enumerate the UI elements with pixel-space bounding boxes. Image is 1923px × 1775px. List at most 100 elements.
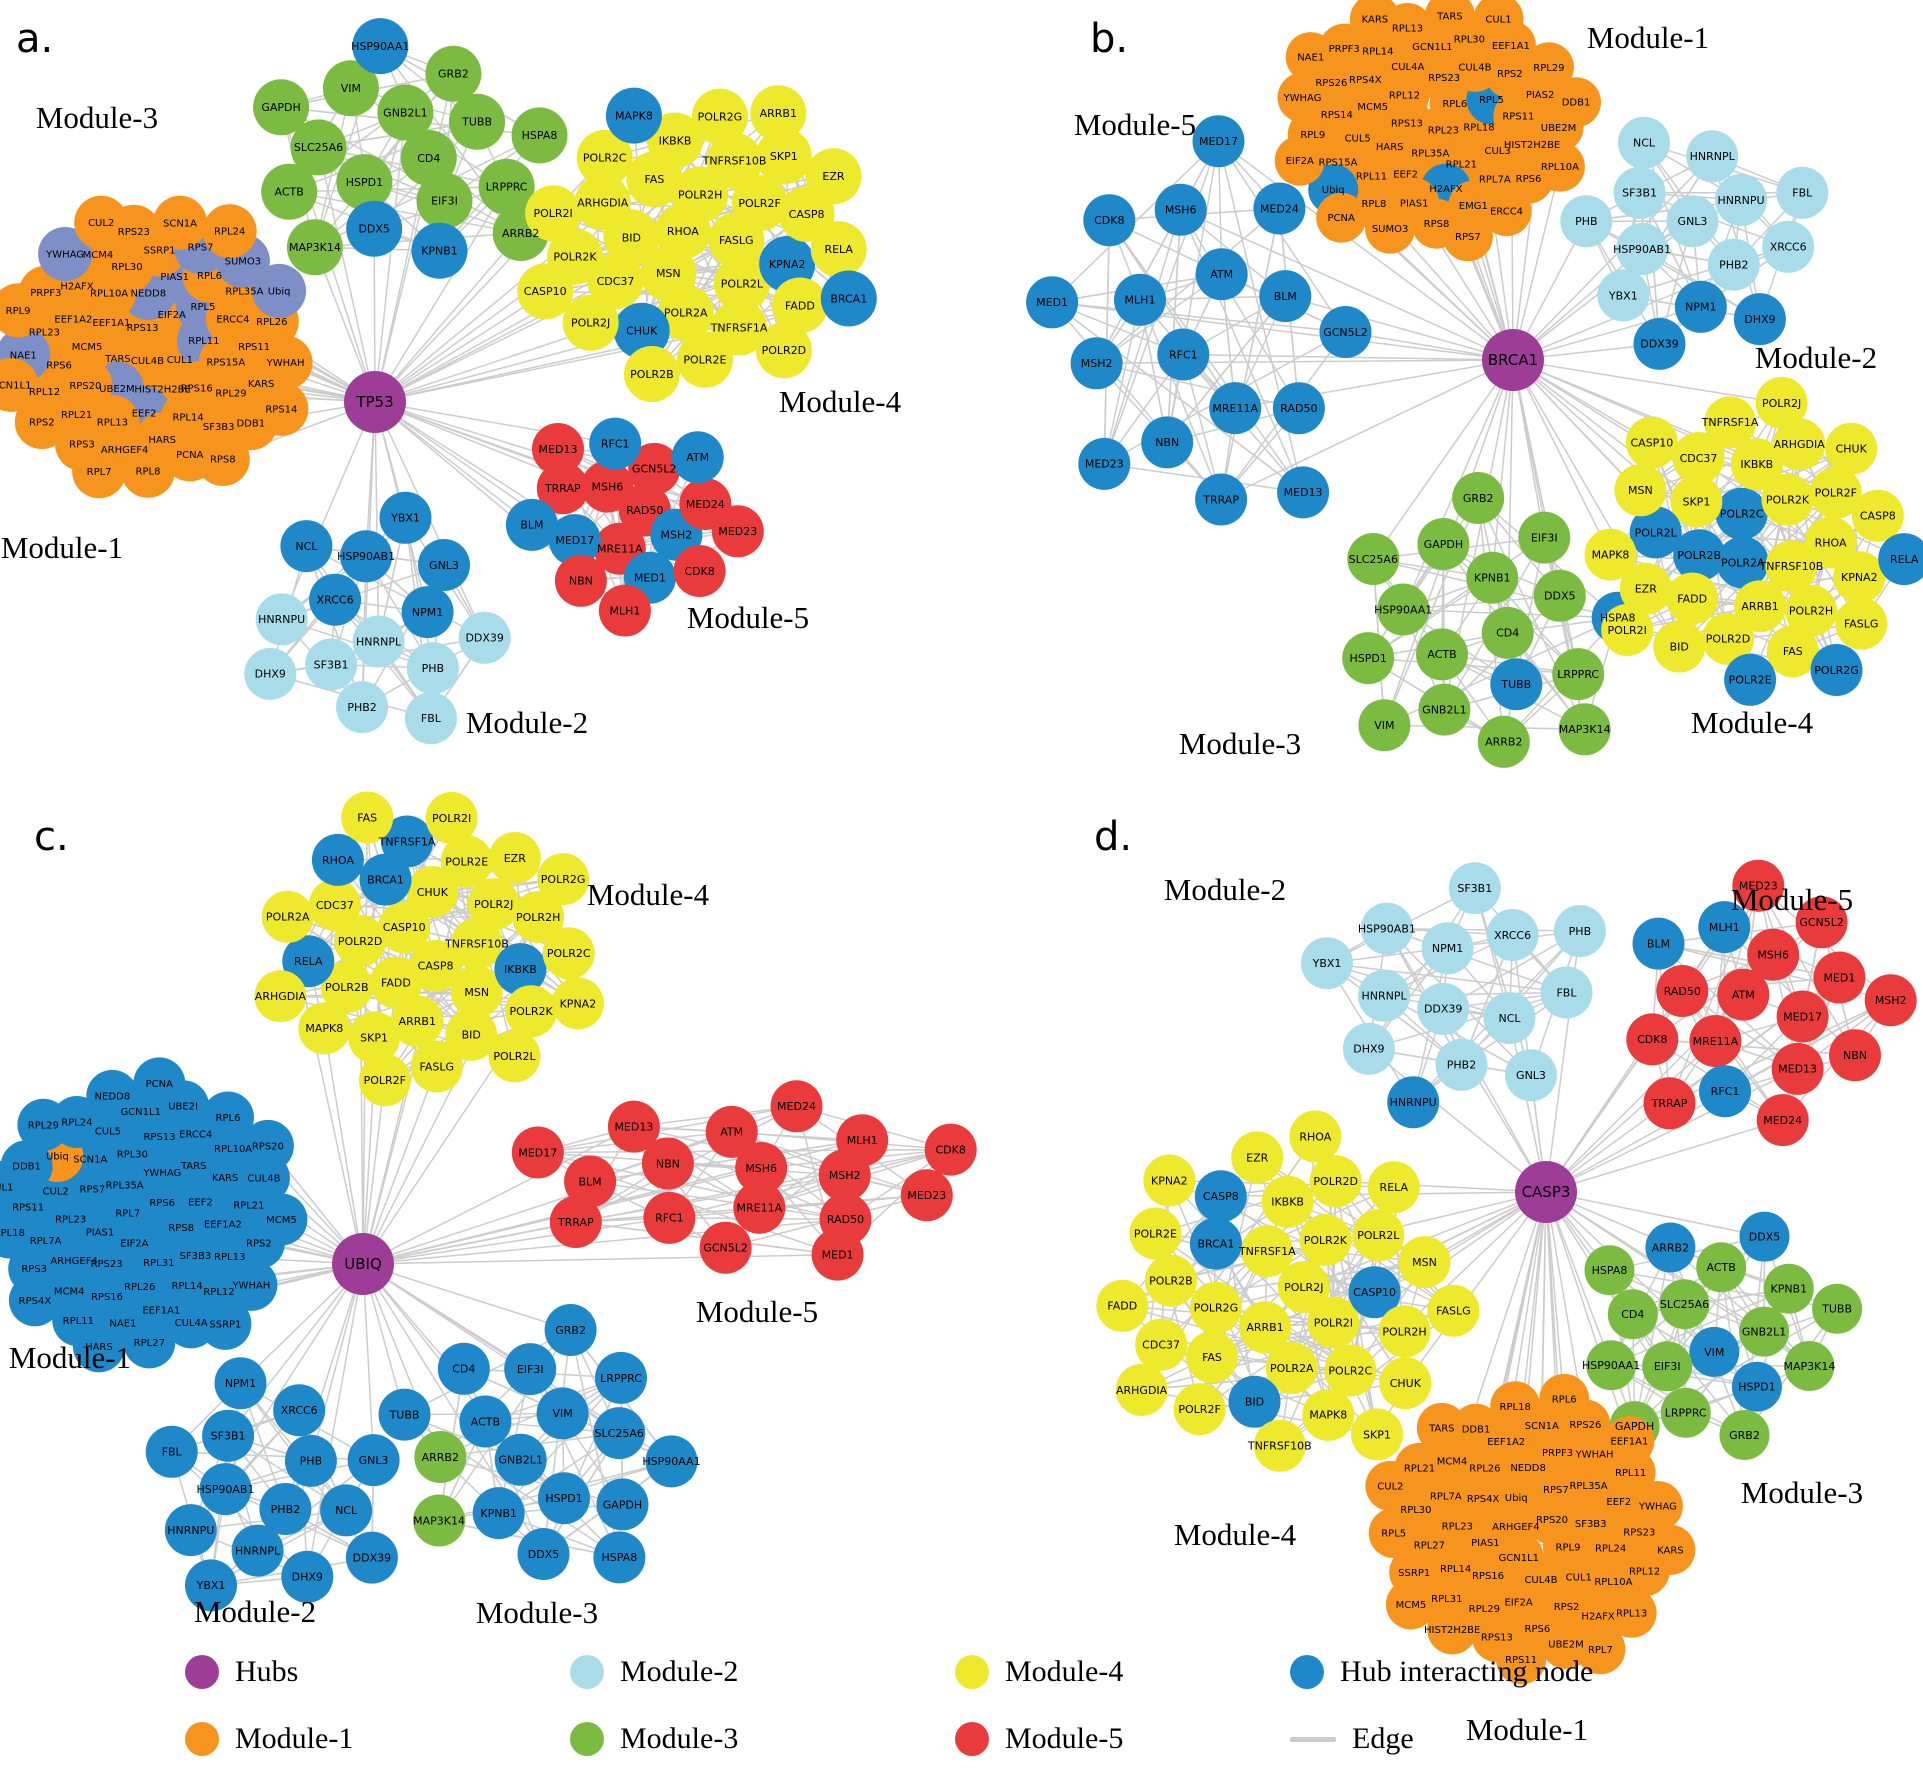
- node-label: CDC37: [597, 275, 635, 288]
- node-TNFRSF10B: [706, 132, 763, 189]
- node-label: EIF2A: [120, 1239, 148, 1250]
- node-label: MED17: [518, 1146, 557, 1159]
- node-label: RPL14: [1440, 1564, 1471, 1575]
- node-label: HNRNPU: [1390, 1096, 1437, 1109]
- node-SKP1: [348, 1011, 401, 1064]
- node-label: GRB2: [438, 68, 469, 81]
- legend-item-module-5: Module-5: [955, 1722, 1123, 1756]
- node-RELA: [810, 221, 867, 278]
- node-label: RPL10A: [214, 1144, 252, 1155]
- node-label: CHUK: [1836, 443, 1868, 456]
- node-DHX9: [281, 1550, 334, 1603]
- node-FBL: [145, 1425, 198, 1478]
- node-KPNB1: [1763, 1263, 1814, 1314]
- node-label: RPL7A: [1479, 175, 1511, 186]
- node-IKBKB: [494, 943, 547, 996]
- node-label: DHX9: [1744, 313, 1775, 326]
- node-label: POLR2I: [1608, 624, 1647, 637]
- node-POLR2C: [542, 927, 595, 980]
- node-label: MED24: [1763, 1114, 1802, 1127]
- node-ARHGDIA: [254, 970, 307, 1023]
- node-label: NBN: [656, 1157, 680, 1170]
- node-label: RPL26: [1469, 1463, 1500, 1474]
- node-SKP1: [755, 128, 812, 185]
- node-label: MRE11A: [597, 543, 643, 556]
- node-label: RPL14: [1362, 47, 1393, 58]
- node-label: MCM5: [72, 342, 103, 353]
- node-label: POLR2B: [630, 368, 674, 381]
- node-CD4: [400, 130, 457, 186]
- node-label: RPL27: [1414, 1540, 1445, 1551]
- node-label: EIF3I: [517, 1363, 544, 1376]
- node-label: CD4: [1621, 1308, 1644, 1321]
- node-label: ARRB2: [422, 1451, 459, 1464]
- node-label: POLR2J: [1284, 1281, 1323, 1294]
- node-label: EZR: [504, 852, 526, 865]
- node-label: RPS15A: [206, 358, 245, 369]
- labels-BRCA1: RPL23 RPS13 RPL6 RPL35A RPL12 RPL18 HARS RPS23 R…: [1036, 12, 1919, 762]
- node-BID: [445, 1008, 498, 1061]
- node-RPL8: [121, 443, 175, 498]
- node-label: CUL2: [1377, 1481, 1403, 1492]
- node-label: RPL11: [1615, 1468, 1646, 1479]
- node-CDK8: [673, 545, 726, 597]
- node-KPNB1: [411, 222, 468, 279]
- node-label: POLR2B: [1149, 1274, 1193, 1287]
- node-label: MED13: [614, 1121, 653, 1134]
- node-label: POLR2H: [1789, 605, 1833, 618]
- node-label: CD4: [452, 1363, 475, 1376]
- node-MAPK8: [1584, 528, 1637, 581]
- node-label: SSRP1: [1398, 1568, 1430, 1579]
- node-label: RPS20: [1536, 1515, 1568, 1526]
- node-label: RPL13: [97, 418, 128, 429]
- node-ATM: [671, 431, 724, 484]
- node-GCN5L2: [628, 442, 681, 495]
- legend-swatch-hubs: [185, 1655, 219, 1689]
- node-label: CUL1: [167, 355, 193, 366]
- node-label: ARHGDIA: [255, 990, 307, 1003]
- node-label: EIF3I: [431, 195, 458, 208]
- node-label: RPL7A: [30, 1236, 62, 1247]
- legend-swatch-module-1: [185, 1722, 219, 1756]
- node-FADD: [1666, 572, 1719, 625]
- node-MLH1: [598, 584, 651, 637]
- node-label: ARHGDIA: [1116, 1384, 1168, 1397]
- node-label: KARS: [1362, 15, 1389, 26]
- node-label: RPS7: [80, 1185, 106, 1196]
- node-label: DDX5: [528, 1548, 559, 1561]
- node-label: CHUK: [626, 325, 658, 338]
- node-POLR2B: [1673, 529, 1726, 582]
- node-label: RELA: [1380, 1181, 1409, 1194]
- node-label: HSP90AA1: [351, 40, 409, 53]
- node-label: RPS13: [126, 323, 158, 334]
- node-label: RPS3: [69, 440, 95, 451]
- hub-label: CASP3: [1522, 1183, 1571, 1201]
- node-MSH6: [581, 460, 634, 513]
- node-POLR2B: [320, 961, 373, 1013]
- node-RPS7: [1442, 211, 1493, 262]
- node-EZR: [1231, 1131, 1284, 1184]
- node-CD4: [437, 1342, 490, 1395]
- node-POLR2B: [623, 346, 680, 402]
- node-CDC37: [1672, 432, 1725, 484]
- node-POLR2L: [1629, 506, 1682, 559]
- node-label: MED17: [1783, 1010, 1822, 1023]
- node-label: NPM1: [412, 606, 443, 619]
- node-POLR2H: [512, 891, 565, 943]
- node-label: EIF3I: [1654, 1360, 1681, 1373]
- node-label: IKBKB: [1740, 458, 1773, 471]
- node-label: MSH6: [1757, 949, 1789, 962]
- node-label: RPL18: [0, 1228, 25, 1239]
- node-label: RPL11: [1356, 171, 1387, 182]
- node-GNL3: [1505, 1049, 1557, 1102]
- hub-node-BRCA1: [1482, 329, 1544, 391]
- node-label: CASP10: [1353, 1286, 1396, 1299]
- node-POLR2I: [425, 792, 478, 844]
- node-label: ATM: [686, 451, 709, 464]
- node-ACTB: [261, 163, 318, 220]
- node-label: GNL3: [359, 1454, 389, 1467]
- node-label: PIAS1: [1471, 1538, 1500, 1549]
- node-HSP90AB1: [1360, 902, 1413, 955]
- node-TNFRSF1A: [1241, 1225, 1294, 1278]
- node-label: MAP3K14: [1559, 723, 1611, 736]
